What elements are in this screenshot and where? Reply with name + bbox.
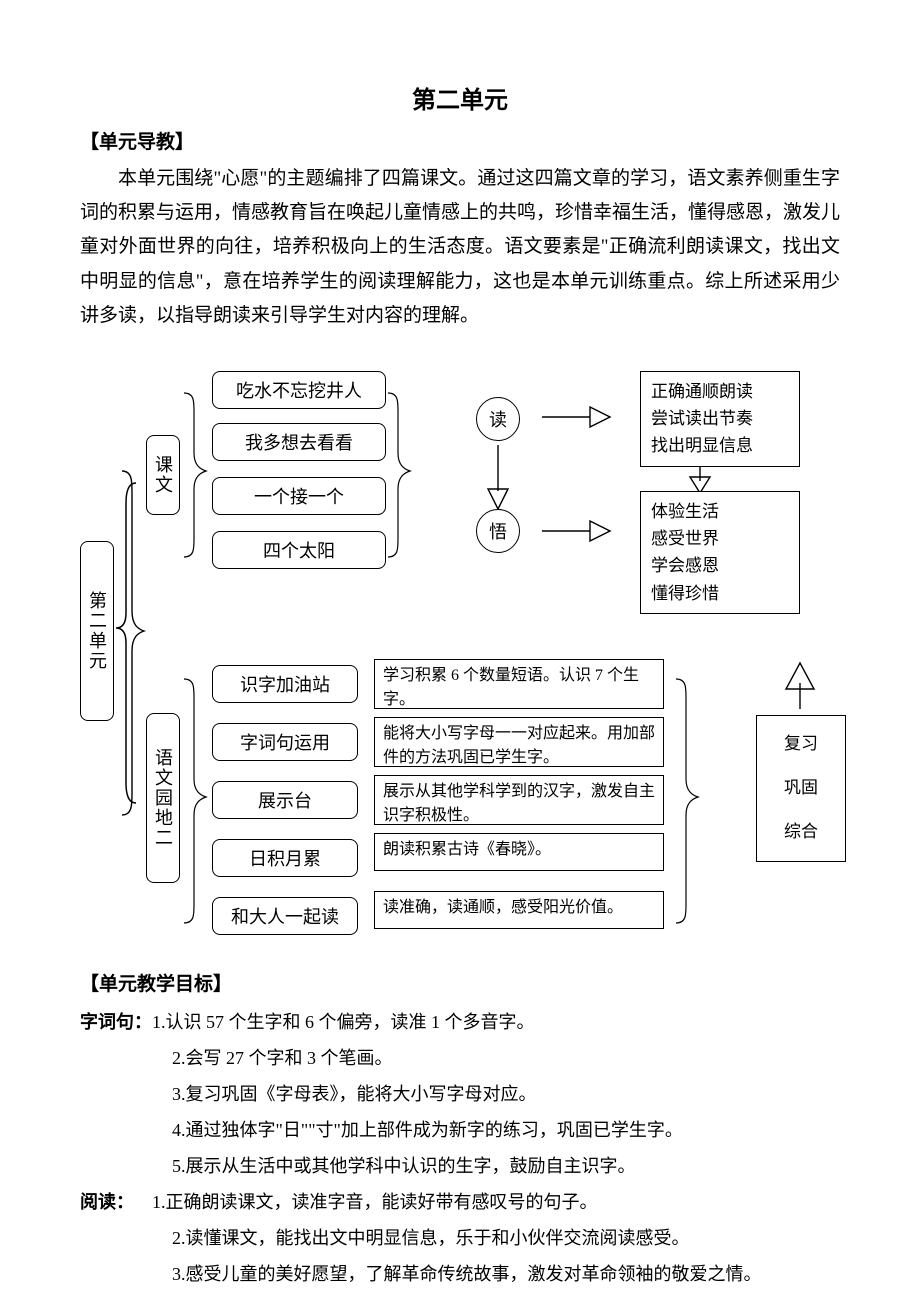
document-page: 第二单元 【单元导教】 本单元围绕"心愿"的主题编排了四篇课文。通过这四篇文章的… xyxy=(0,0,920,1302)
outcome-wu-2: 感受世界 xyxy=(651,525,789,552)
circle-wu: 悟 xyxy=(476,509,520,553)
outcome-wu-1: 体验生活 xyxy=(651,498,789,525)
branch-yuwen-label: 语文园地二 xyxy=(150,748,176,848)
outcome-read-box: 正确通顺朗读 尝试读出节奏 找出明显信息 xyxy=(640,371,800,467)
review-box: 复习 巩固 综合 xyxy=(756,715,846,862)
intro-paragraph: 本单元围绕"心愿"的主题编排了四篇课文。通过这四篇文章的学习，语文素养侧重生字词… xyxy=(80,162,840,333)
yuwen-desc-5: 读准确，读通顺，感受阳光价值。 xyxy=(374,891,664,929)
unit-diagram: 第二单元 课文 吃水不忘挖井人 我多想去看看 一个接一个 四个太阳 读 悟 正确… xyxy=(80,353,860,945)
review-1: 复习 xyxy=(767,722,835,766)
circle-read: 读 xyxy=(476,397,520,441)
outcome-read-1: 正确通顺朗读 xyxy=(651,378,789,405)
lesson-4: 四个太阳 xyxy=(212,531,386,569)
goal-row-yuedu: 阅读： 1.正确朗读课文，读准字音，能读好带有感叹号的句子。 2.读懂课文，能找… xyxy=(80,1184,840,1292)
goal-z-2: 2.会写 27 个字和 3 个笔画。 xyxy=(152,1040,840,1076)
goals-block: 字词句： 1.认识 57 个生字和 6 个偏旁，读准 1 个多音字。 2.会写 … xyxy=(80,1004,840,1292)
goal-y-1: 1.正确朗读课文，读准字音，能读好带有感叹号的句子。 xyxy=(152,1184,840,1220)
yuwen-item-4: 日积月累 xyxy=(212,839,358,877)
yuwen-item-2: 字词句运用 xyxy=(212,723,358,761)
outcome-wu-box: 体验生活 感受世界 学会感恩 懂得珍惜 xyxy=(640,491,800,614)
outcome-wu-4: 懂得珍惜 xyxy=(651,580,789,607)
goal-z-5: 5.展示从生活中或其他学科中认识的生字，鼓励自主识字。 xyxy=(152,1148,840,1184)
yuwen-desc-1: 学习积累 6 个数量短语。认识 7 个生字。 xyxy=(374,659,664,709)
lesson-3: 一个接一个 xyxy=(212,477,386,515)
review-2: 巩固 xyxy=(767,766,835,810)
page-title: 第二单元 xyxy=(80,80,840,115)
lesson-2: 我多想去看看 xyxy=(212,423,386,461)
yuwen-desc-4: 朗读积累古诗《春晓》。 xyxy=(374,833,664,871)
yuwen-desc-2: 能将大小写字母一一对应起来。用加部件的方法巩固已学生字。 xyxy=(374,717,664,767)
outcome-read-3: 找出明显信息 xyxy=(651,432,789,459)
outcome-read-2: 尝试读出节奏 xyxy=(651,405,789,432)
goal-row-ziciju: 字词句： 1.认识 57 个生字和 6 个偏旁，读准 1 个多音字。 2.会写 … xyxy=(80,1004,840,1184)
goal-label-yuedu: 阅读： xyxy=(80,1184,152,1292)
section-header-guide: 【单元导教】 xyxy=(80,127,840,154)
yuwen-item-5: 和大人一起读 xyxy=(212,897,358,935)
goal-items-yuedu: 1.正确朗读课文，读准字音，能读好带有感叹号的句子。 2.读懂课文，能找出文中明… xyxy=(152,1184,840,1292)
lesson-1: 吃水不忘挖井人 xyxy=(212,371,386,409)
goal-label-ziciju: 字词句： xyxy=(80,1004,152,1184)
goal-z-3: 3.复习巩固《字母表》，能将大小写字母对应。 xyxy=(152,1076,840,1112)
goal-items-ziciju: 1.认识 57 个生字和 6 个偏旁，读准 1 个多音字。 2.会写 27 个字… xyxy=(152,1004,840,1184)
outcome-wu-3: 学会感恩 xyxy=(651,552,789,579)
review-3: 综合 xyxy=(767,810,835,854)
branch-kewen-label: 课文 xyxy=(150,455,176,495)
section-header-goals: 【单元教学目标】 xyxy=(80,969,840,996)
yuwen-item-3: 展示台 xyxy=(212,781,358,819)
goal-z-1: 1.认识 57 个生字和 6 个偏旁，读准 1 个多音字。 xyxy=(152,1004,840,1040)
yuwen-item-1: 识字加油站 xyxy=(212,665,358,703)
goal-y-2: 2.读懂课文，能找出文中明显信息，乐于和小伙伴交流阅读感受。 xyxy=(152,1220,840,1256)
goal-y-3: 3.感受儿童的美好愿望，了解革命传统故事，激发对革命领袖的敬爱之情。 xyxy=(152,1256,840,1292)
goal-z-4: 4.通过独体字"日""寸"加上部件成为新字的练习，巩固已学生字。 xyxy=(152,1112,840,1148)
root-node: 第二单元 xyxy=(80,541,114,721)
yuwen-desc-3: 展示从其他学科学到的汉字，激发自主识字积极性。 xyxy=(374,775,664,825)
root-label: 第二单元 xyxy=(84,591,110,671)
branch-kewen: 课文 xyxy=(146,435,180,515)
branch-yuwen: 语文园地二 xyxy=(146,713,180,883)
